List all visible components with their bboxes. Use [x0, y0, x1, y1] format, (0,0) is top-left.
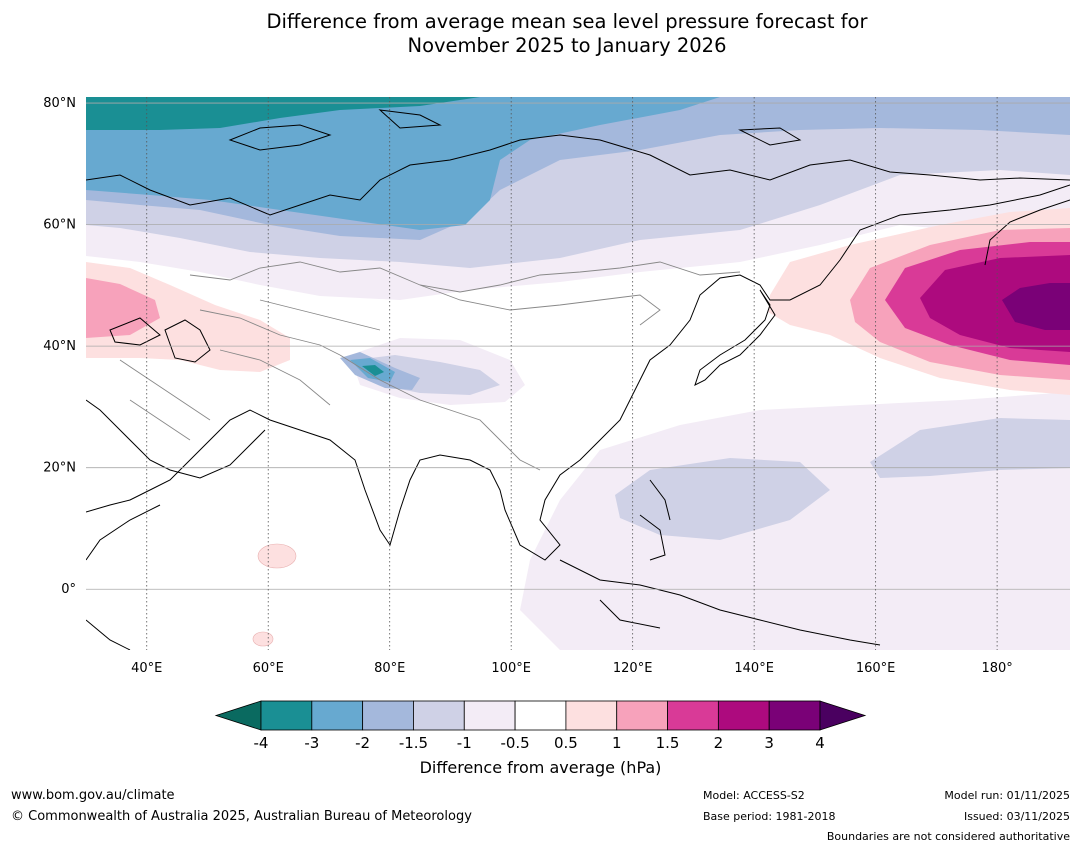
coastline-pacific-asia: [86, 184, 1070, 561]
colorbar-tick-label: 2: [714, 734, 724, 750]
colorbar-cell: [413, 700, 465, 731]
latitude-tick-label: 60°N: [43, 218, 76, 233]
longitude-tick-label: 80°E: [374, 661, 405, 676]
national-boundaries: [119, 261, 741, 471]
footer-model-run: Model run: 01/11/2025: [944, 789, 1070, 802]
coastlines: [86, 109, 1070, 650]
colorbar-ticks: -4 -3 -2 -1.5 -1 -0.5 0.5 1 1.5 2 3 4: [254, 734, 825, 750]
graticule: [86, 97, 1070, 650]
colorbar-overflow-arrow: [819, 700, 867, 731]
longitude-tick-label: 40°E: [131, 661, 162, 676]
boundary-mongolia-china: [419, 284, 661, 326]
coastline-arctic-islands: [228, 109, 802, 151]
footer-disclaimer: Boundaries are not considered authoritat…: [826, 830, 1070, 843]
colorbar-cell: [667, 700, 719, 731]
longitude-tick-label: 140°E: [734, 661, 774, 676]
colorbar-tick-label: -4: [254, 734, 269, 750]
footer-base-period: Base period: 1981-2018: [703, 810, 836, 823]
contour-region-teal-tibet: [362, 365, 384, 376]
boundary-china-india: [339, 354, 541, 471]
map-title: Difference from average mean sea level p…: [0, 10, 1081, 58]
longitude-tick-label: 60°E: [253, 661, 284, 676]
coastline-japan: [694, 289, 776, 386]
colorbar-cell: [768, 700, 821, 731]
map-field: [86, 97, 1070, 650]
footer-copyright: © Commonwealth of Australia 2025, Austra…: [11, 809, 472, 824]
contour-region-lilac-east: [870, 418, 1070, 478]
colorbar-cells: [214, 700, 867, 731]
colorbar-tick-label: 4: [815, 734, 825, 750]
contour-region-crimson-pacific: [920, 255, 1070, 352]
colorbar-tick-label: 0.5: [554, 734, 578, 750]
colorbar-tick-label: -1: [457, 734, 472, 750]
boundary-russia-south: [189, 261, 741, 293]
colorbar-cell: [616, 700, 668, 731]
footer-issued: Issued: 03/11/2025: [963, 810, 1070, 823]
footer-url[interactable]: www.bom.gov.au/climate: [11, 788, 175, 803]
pressure-anomaly-map: 80°N 60°N 40°N 20°N 0° 40°E 60°E 80°E 100°E 120°…: [43, 96, 1070, 676]
colorbar-tick-label: 3: [764, 734, 774, 750]
longitude-tick-label: 120°E: [613, 661, 653, 676]
longitude-lines: [146, 97, 998, 650]
coastline-maritime-se-asia: [559, 479, 881, 646]
contour-region-lilac-pacific: [615, 458, 830, 540]
longitude-tick-label: 100°E: [491, 661, 531, 676]
latitude-tick-label: 40°N: [43, 339, 76, 354]
boundary-central-asia: [199, 299, 381, 406]
colorbar-tick-label: 1.5: [656, 734, 680, 750]
latitude-tick-label: 80°N: [43, 96, 76, 111]
footer-model: Model: ACCESS-S2: [703, 789, 805, 802]
longitude-tick-label: 180°: [981, 661, 1012, 676]
title-line-2: November 2025 to January 2026: [407, 34, 727, 57]
colorbar-underflow-arrow: [214, 700, 262, 731]
title-line-1: Difference from average mean sea level p…: [266, 10, 868, 33]
contour-region-pink-arabian-sea: [257, 543, 297, 569]
coastline-caspian-black-sea: [109, 317, 211, 363]
longitude-labels: 40°E 60°E 80°E 100°E 120°E 140°E 160°E 180°: [131, 661, 1013, 676]
latitude-labels: 80°N 60°N 40°N 20°N 0°: [43, 96, 76, 597]
colorbar-tick-label: -1.5: [399, 734, 428, 750]
colorbar-tick-label: -0.5: [500, 734, 529, 750]
colorbar-tick-label: -3: [304, 734, 319, 750]
coastline-kamchatka: [984, 199, 1070, 266]
contour-region-blue-north: [86, 97, 720, 230]
coastline-arctic: [86, 134, 1070, 216]
colorbar-cell: [514, 700, 567, 731]
colorbar-cell: [717, 700, 770, 731]
colorbar-cell: [362, 700, 414, 731]
longitude-tick-label: 160°E: [856, 661, 896, 676]
contour-region-pink-indian-ocean: [252, 631, 274, 647]
colorbar-cell: [311, 700, 364, 731]
boundary-middle-east: [119, 359, 211, 441]
colorbar-tick-label: 1: [612, 734, 622, 750]
colorbar-label: Difference from average (hPa): [419, 758, 662, 777]
colorbar-tick-label: -2: [355, 734, 370, 750]
contour-region-purple-pacific: [1002, 283, 1070, 330]
contour-region-pink-west: [86, 278, 160, 338]
colorbar-cell: [463, 700, 516, 731]
contour-region-teal-north: [86, 97, 480, 130]
latitude-lines: [86, 102, 1070, 590]
latitude-tick-label: 0°: [61, 582, 76, 597]
latitude-tick-label: 20°N: [43, 461, 76, 476]
coastline-arabia-africa: [86, 399, 266, 650]
colorbar-cell: [260, 700, 313, 731]
colorbar-cell: [565, 700, 618, 731]
colorbar: -4 -3 -2 -1.5 -1 -0.5 0.5 1 1.5 2 3 4: [214, 700, 867, 750]
